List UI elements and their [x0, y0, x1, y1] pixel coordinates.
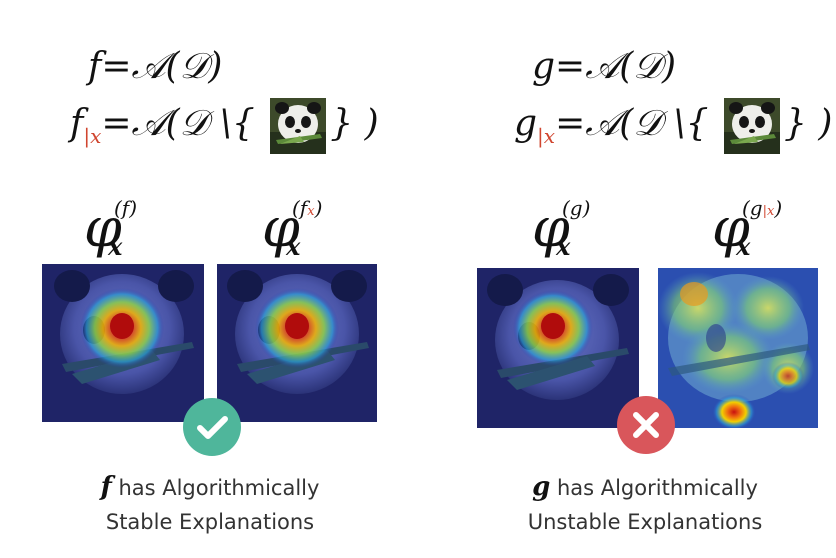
panda-thumbnail — [724, 98, 781, 154]
check-icon — [197, 416, 228, 439]
right-caption: g has Algorithmically Unstable Explanati… — [527, 472, 763, 534]
right-equation-g: g=𝒜(𝒟) — [532, 46, 677, 87]
left-equation-f-minus-x: f|x=𝒜(𝒟 \{ } ) — [70, 98, 379, 154]
right-equation-g-minus-x: g|x=𝒜(𝒟 \{ } ) — [514, 98, 832, 154]
saliency-map-f — [42, 264, 204, 422]
phi-f-label: φ x (f) — [84, 196, 138, 261]
saliency-map-g — [477, 268, 639, 428]
phi-f-minus-x-label: φ x (fx) — [262, 196, 323, 261]
left-equation-f: f=𝒜(𝒟) — [88, 46, 223, 87]
phi-g-label: φ x (g) — [532, 196, 591, 261]
phi-g-minus-x-label: φ x (g|x) — [712, 196, 783, 261]
saliency-map-f-minus-x — [217, 264, 377, 422]
left-caption: f has Algorithmically Stable Explanation… — [100, 472, 320, 534]
unstable-badge — [617, 396, 675, 454]
panda-thumbnail — [270, 98, 327, 154]
saliency-map-g-minus-x — [658, 268, 818, 428]
stable-badge — [183, 398, 241, 456]
cross-icon — [633, 412, 659, 438]
